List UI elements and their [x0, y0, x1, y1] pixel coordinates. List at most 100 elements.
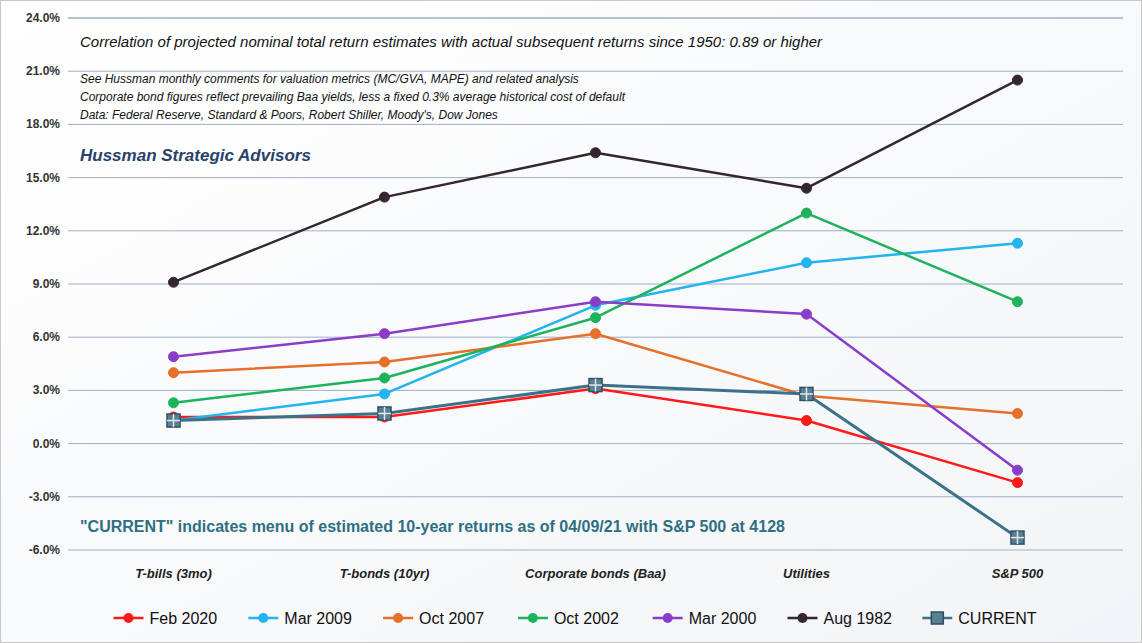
legend-marker	[258, 613, 268, 623]
marker	[1013, 465, 1023, 475]
marker	[589, 379, 602, 392]
marker	[380, 389, 390, 399]
marker-box	[589, 379, 602, 392]
marker	[802, 208, 812, 218]
marker	[380, 373, 390, 383]
marker	[380, 329, 390, 339]
series-line	[174, 334, 1018, 414]
range-edge	[68, 18, 1123, 19]
marker	[167, 414, 180, 427]
legend-label: Oct 2007	[419, 610, 484, 627]
legend-marker	[393, 613, 403, 623]
marker	[1013, 297, 1023, 307]
series-line	[174, 80, 1018, 282]
marker-cross	[1017, 531, 1019, 544]
legend-item: Mar 2009	[248, 610, 352, 627]
marker	[802, 183, 812, 193]
marker-cross	[384, 407, 386, 420]
brand: Hussman Strategic Advisors	[80, 146, 311, 165]
legend-item: Feb 2020	[114, 610, 218, 627]
series-line	[174, 243, 1018, 420]
y-tick-label: -6.0%	[29, 543, 61, 557]
series-line	[174, 385, 1018, 537]
legend: Feb 2020 Mar 2009 Oct 2007 Oct 2002 Mar 2000…	[114, 610, 1037, 627]
legend-item: Oct 2007	[383, 610, 484, 627]
chart: -6.0%-3.0%0.0%3.0%6.0%9.0%12.0%15.0%18.0…	[0, 0, 1142, 643]
y-tick-label: -3.0%	[29, 490, 61, 504]
series-line	[174, 302, 1018, 471]
marker	[169, 352, 179, 362]
marker-cross	[173, 414, 175, 427]
note: Data: Federal Reserve, Standard & Poors,…	[80, 108, 498, 122]
marker	[380, 192, 390, 202]
grid-line	[68, 230, 1123, 231]
grid-line	[68, 284, 1123, 285]
marker-box	[378, 407, 391, 420]
x-tick-label: T-bonds (10yr)	[340, 566, 430, 581]
grid-line	[68, 496, 1123, 497]
marker	[1013, 478, 1023, 488]
marker	[169, 368, 179, 378]
grid-line	[68, 18, 1123, 19]
legend-label: CURRENT	[958, 610, 1036, 627]
note: Corporate bond figures reflect prevailin…	[80, 90, 626, 104]
y-tick-label: 24.0%	[26, 11, 60, 25]
marker	[802, 416, 812, 426]
marker	[1013, 75, 1023, 85]
marker	[802, 258, 812, 268]
grid-line	[68, 550, 1123, 551]
marker	[378, 407, 391, 420]
legend-label: Aug 1982	[824, 610, 893, 627]
y-tick-label: 6.0%	[33, 330, 61, 344]
y-tick-label: 18.0%	[26, 117, 60, 131]
x-tick-label: T-bills (3mo)	[135, 566, 212, 581]
plot-marks	[167, 75, 1024, 544]
marker	[1011, 531, 1024, 544]
legend-marker	[663, 613, 673, 623]
legend-item: Oct 2002	[518, 610, 619, 627]
grid-line	[68, 177, 1123, 178]
legend-label: Mar 2009	[284, 610, 352, 627]
marker	[169, 398, 179, 408]
legend-item: Aug 1982	[788, 610, 893, 627]
marker	[380, 357, 390, 367]
legend-label: Feb 2020	[150, 610, 218, 627]
marker	[169, 277, 179, 287]
y-tick-label: 3.0%	[33, 383, 61, 397]
marker-cross	[595, 379, 597, 392]
grid-line	[68, 124, 1123, 125]
marker	[591, 329, 601, 339]
marker-cross	[806, 387, 808, 400]
y-tick-label: 9.0%	[33, 277, 61, 291]
current-note: "CURRENT" indicates menu of estimated 10…	[80, 518, 785, 535]
series-line	[174, 213, 1018, 403]
marker	[802, 309, 812, 319]
marker	[591, 297, 601, 307]
marker	[591, 148, 601, 158]
y-tick-label: 12.0%	[26, 224, 60, 238]
marker	[1013, 238, 1023, 248]
legend-marker	[528, 613, 538, 623]
marker-box	[800, 387, 813, 400]
marker	[1013, 408, 1023, 418]
x-tick-label: Corporate bonds (Baa)	[525, 566, 666, 581]
x-tick-label: Utilities	[783, 566, 830, 581]
note: See Hussman monthly comments for valuati…	[80, 72, 579, 86]
y-tick-label: 0.0%	[33, 437, 61, 451]
marker	[591, 313, 601, 323]
marker-box	[1011, 531, 1024, 544]
background	[1, 1, 1142, 643]
chart-wrap: -6.0%-3.0%0.0%3.0%6.0%9.0%12.0%15.0%18.0…	[0, 0, 1142, 643]
grid-line	[68, 443, 1123, 444]
legend-label: Oct 2002	[554, 610, 619, 627]
legend-marker	[798, 613, 808, 623]
legend-item: CURRENT	[922, 610, 1036, 627]
marker-box	[167, 414, 180, 427]
marker	[800, 387, 813, 400]
legend-label: Mar 2000	[689, 610, 757, 627]
legend-marker	[931, 612, 943, 624]
legend-marker	[124, 613, 134, 623]
y-tick-label: 21.0%	[26, 64, 60, 78]
x-tick-label: S&P 500	[992, 566, 1044, 581]
title: Correlation of projected nominal total r…	[80, 33, 823, 50]
